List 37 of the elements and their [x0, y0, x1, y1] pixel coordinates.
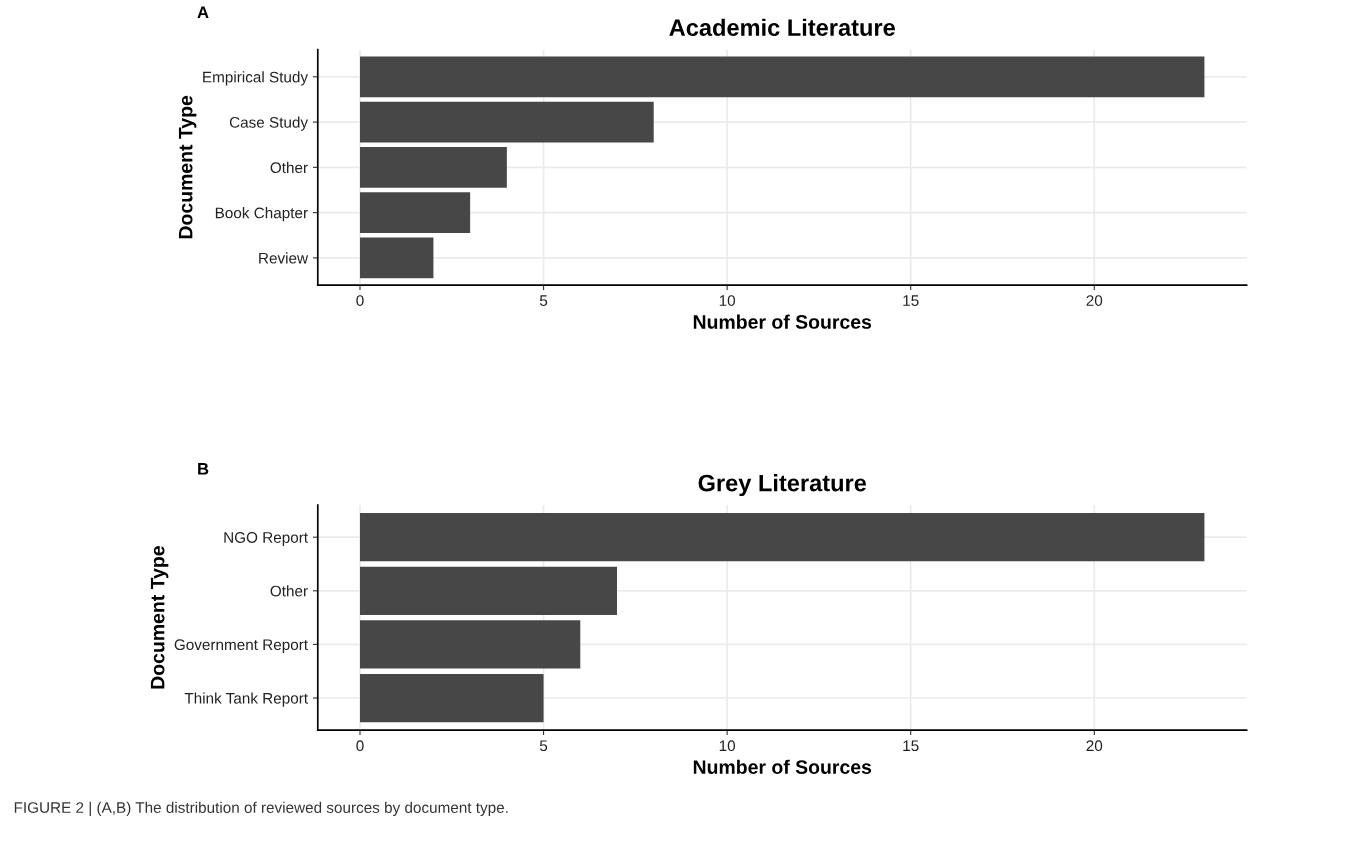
y-tick-label: Empirical Study: [203, 71, 309, 86]
x-tick-label: 0: [356, 740, 364, 752]
bar: [359, 146, 507, 188]
x-axis-title: Number of Sources: [693, 759, 872, 774]
x-tick-label: 20: [1086, 295, 1103, 306]
x-tick-label: 10: [719, 295, 736, 306]
bar: [359, 192, 471, 233]
chart-title: Grey Literature: [698, 474, 867, 497]
x-tick-label: 20: [1086, 740, 1103, 752]
y-tick-label: NGO Report: [224, 532, 308, 546]
text: B: [198, 463, 209, 475]
bar: [359, 101, 654, 143]
caption: FIGURE 2 | (A,B) The distribution of reviewed sources by document type.: [14, 801, 508, 817]
y-axis-title: Document Type: [178, 95, 197, 239]
bar: [359, 56, 1205, 98]
x-tick-label: 15: [903, 295, 919, 306]
y-tick-label: Case Study: [229, 116, 309, 131]
y-tick-label: Other: [270, 161, 308, 174]
x-axis-title: Number of Sources: [693, 314, 872, 329]
bar: [359, 620, 581, 669]
y-axis-title: Document Type: [150, 546, 169, 689]
x-tick-label: 0: [356, 295, 364, 306]
y-tick-label: Book Chapter: [215, 207, 308, 222]
x-tick-label: 15: [903, 740, 919, 752]
bar: [359, 673, 544, 723]
x-tick-label: 5: [539, 740, 548, 752]
y-tick-label: Other: [270, 585, 308, 597]
x-tick-label: 10: [719, 740, 736, 752]
y-tick-label: Review: [259, 252, 309, 264]
y-tick-label: Think Tank Report: [184, 692, 308, 707]
text: A: [197, 6, 209, 18]
x-tick-label: 5: [539, 295, 548, 306]
bar: [359, 513, 1205, 562]
chart-title: Academic Literature: [669, 18, 895, 36]
bar: [359, 566, 617, 615]
y-tick-label: Government Report: [174, 639, 308, 654]
bar: [359, 237, 434, 279]
